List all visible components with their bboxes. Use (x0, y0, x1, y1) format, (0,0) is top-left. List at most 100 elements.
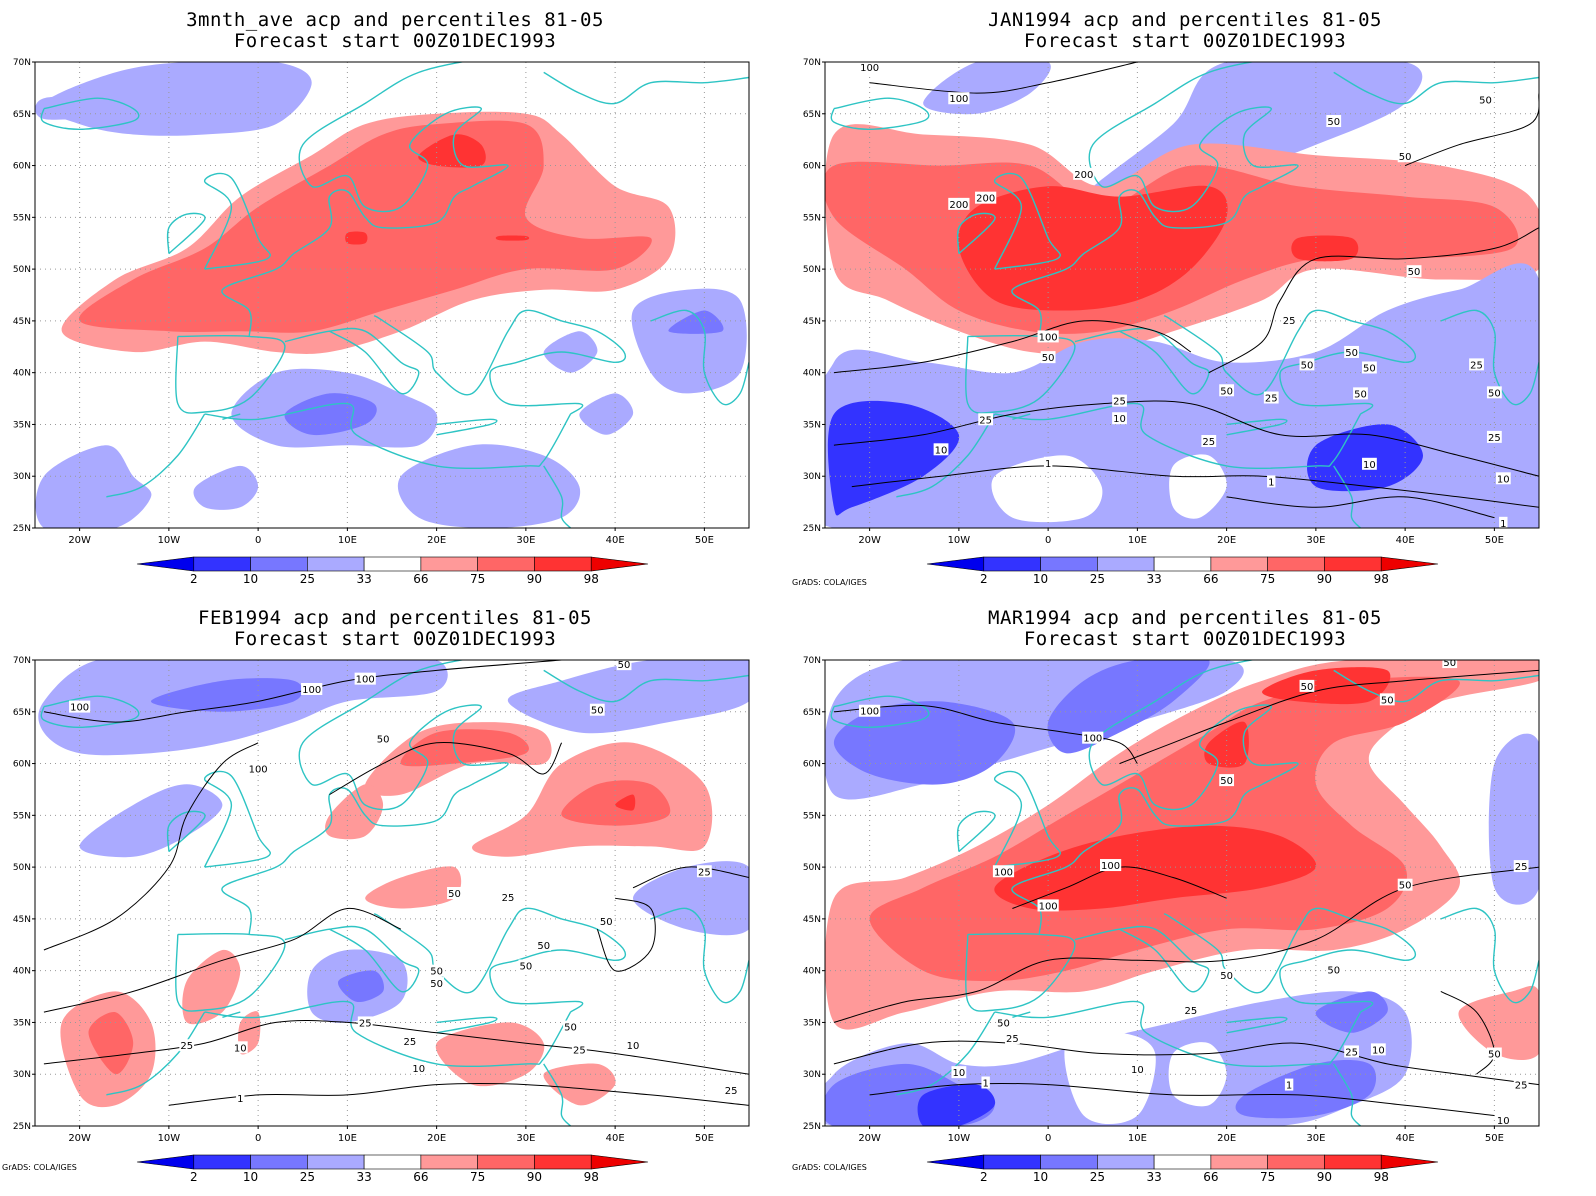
lat-tick-label: 30N (13, 1070, 31, 1080)
shaded-percentile-region (633, 861, 749, 936)
contour-label-bg (859, 62, 881, 74)
contour-label: 25 (979, 415, 992, 426)
colorbar-label: 90 (1317, 1170, 1332, 1184)
contour-label: 50 (1220, 386, 1233, 397)
shaded-percentile-region (345, 231, 368, 245)
coastline (203, 770, 271, 868)
contour-label-bg (1499, 516, 1508, 528)
coastline (1012, 1011, 1031, 1018)
contour-label-bg (1082, 731, 1104, 744)
colorbar-box (1324, 1154, 1382, 1170)
lat-tick-label: 50N (13, 863, 31, 873)
coastline (436, 418, 498, 436)
contour-label: 25 (180, 1041, 193, 1052)
contour-label-bg (447, 887, 462, 899)
grads-credit: GrADS: COLA/IGES (792, 1163, 867, 1172)
lat-tick-label: 60N (803, 760, 821, 770)
colorbar-box (193, 556, 251, 572)
coastline (106, 1011, 206, 1096)
contour-label: 25 (1470, 360, 1483, 371)
contour-label-bg (1513, 1078, 1529, 1091)
contour-label-bg (1284, 1078, 1294, 1091)
contour-label-bg (1037, 330, 1059, 343)
colorbar-box (1040, 556, 1098, 572)
contour-label-bg (975, 191, 997, 204)
contour-label: 25 (403, 1037, 416, 1048)
colorbar-end-low (136, 556, 195, 572)
contour-label: 25 (725, 1086, 738, 1097)
shaded-percentile-region (78, 120, 652, 333)
shaded-percentile-region (615, 794, 636, 811)
contour-label-bg (429, 964, 445, 977)
colorbar-label: 2 (190, 1170, 198, 1184)
shaded-percentile-region (1168, 1042, 1227, 1107)
lat-tick-label: 65N (803, 708, 821, 718)
panel-title: FEB1994 acp and percentiles 81-05 (198, 607, 592, 629)
contour-label: 1 (1500, 519, 1506, 530)
lon-tick-label: 10E (338, 535, 357, 546)
colorbar-label: 25 (1090, 1170, 1105, 1184)
contour-label: 50 (430, 967, 443, 978)
contour-label: 25 (1265, 394, 1278, 405)
contour-label-bg (1513, 860, 1529, 873)
contour-label: 50 (591, 706, 604, 717)
contour-label: 10 (953, 1068, 966, 1079)
map-field (35, 62, 749, 528)
colorbar-label: 75 (1260, 572, 1275, 586)
shaded-percentile-region (668, 310, 724, 334)
contour-label-bg (179, 1039, 195, 1052)
contour-label-bg (992, 865, 1015, 878)
contour-label: 50 (618, 660, 631, 671)
colorbar-label: 75 (470, 572, 485, 586)
contour-label: 25 (1488, 433, 1501, 444)
lon-tick-label: 20E (427, 1133, 446, 1144)
colorbar-box (420, 1154, 478, 1170)
contour-line (869, 62, 1138, 94)
shaded-percentile-region (284, 393, 377, 436)
contour-label-bg (1100, 859, 1122, 872)
contour-label-bg (301, 682, 323, 695)
coastline (830, 97, 930, 131)
map-frame (824, 61, 1540, 529)
colorbar-label: 10 (1033, 572, 1048, 586)
lon-tick-label: 10W (948, 535, 971, 546)
coastline (543, 71, 749, 105)
contour-label: 25 (1006, 1034, 1019, 1045)
contour-label: 50 (1479, 95, 1492, 106)
colorbar-box (363, 1154, 422, 1170)
lat-tick-label: 55N (13, 811, 31, 821)
lat-tick-label: 35N (13, 420, 31, 430)
colorbar-label: 90 (527, 1170, 542, 1184)
coastline (1440, 309, 1539, 406)
contour-line (833, 866, 1539, 1023)
contour-label-bg (1353, 387, 1368, 400)
contour-label-bg (1478, 93, 1493, 106)
contour-label: 50 (1301, 682, 1314, 693)
coastline (896, 413, 996, 498)
shaded-percentile-region (991, 455, 1103, 523)
coastline (1333, 1063, 1362, 1126)
colorbar-box (1210, 1154, 1268, 1170)
colorbar-end-high (590, 1154, 649, 1170)
coastline (650, 309, 749, 406)
contour-label-bg (859, 704, 881, 717)
coastline (994, 402, 1362, 470)
contour-label-bg (1219, 968, 1235, 981)
contour-label-bg (357, 1016, 373, 1029)
lat-tick-label: 40N (13, 369, 31, 379)
coastline (1333, 71, 1539, 105)
lon-tick-label: 30E (1306, 1133, 1325, 1144)
coastline (543, 1063, 572, 1126)
lat-tick-label: 70N (803, 656, 821, 666)
contour-line (329, 742, 563, 796)
coastline (1333, 465, 1362, 528)
lat-tick-label: 25N (803, 524, 821, 534)
contour-label-bg (1486, 1047, 1502, 1060)
contour-label: 100 (1083, 734, 1102, 745)
map-field: 100 100 50 50 50 200 200 200 50 100 50 25 50 50 25 50 50… (825, 62, 1539, 530)
contour-label: 100 (249, 765, 268, 776)
coastline (1074, 925, 1210, 993)
colorbar-box (1040, 1154, 1098, 1170)
